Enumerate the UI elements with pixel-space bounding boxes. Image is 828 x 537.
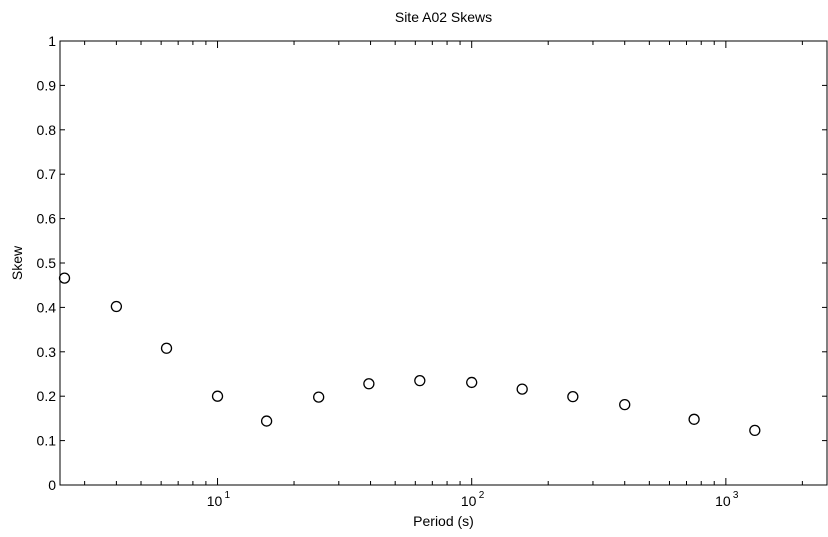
data-point	[516, 383, 528, 395]
y-tick-label: 0.2	[37, 388, 57, 404]
x-axis-ticks: 10 1 10 2 10 3	[84, 41, 803, 509]
y-tick-label: 0.3	[37, 344, 57, 360]
y-tick-label: 0.9	[37, 77, 57, 93]
x-tick-exponent: 3	[733, 490, 739, 501]
data-point	[110, 300, 123, 313]
y-axis-label: Skew	[9, 245, 25, 280]
data-point	[749, 424, 761, 437]
data-points	[58, 272, 761, 437]
data-point	[466, 376, 478, 389]
y-tick-label: 0.5	[37, 255, 57, 271]
data-point	[313, 391, 325, 403]
x-tick-label: 10	[207, 493, 223, 509]
data-point	[688, 413, 700, 425]
data-point	[363, 378, 375, 390]
data-point	[619, 398, 631, 411]
chart-title: Site A02 Skews	[395, 9, 492, 25]
y-tick-label: 0.7	[37, 166, 57, 182]
y-tick-label: 0.4	[37, 299, 57, 315]
data-point	[160, 342, 173, 354]
x-tick-exponent: 2	[479, 490, 485, 501]
y-tick-label: 1	[48, 33, 56, 49]
x-axis-label: Period (s)	[413, 513, 474, 529]
x-tick-label: 10	[461, 493, 477, 509]
data-point	[260, 415, 273, 427]
x-tick-exponent: 1	[225, 490, 231, 501]
data-point	[211, 390, 224, 402]
y-axis-ticks: 0 0.1 0.2 0.3 0.4 0.5 0.6 0.7 0.8 0.9 1	[37, 33, 827, 493]
y-tick-label: 0.1	[37, 433, 57, 449]
y-tick-label: 0.6	[37, 211, 57, 227]
data-point	[414, 375, 426, 387]
x-tick-label: 10	[715, 493, 731, 509]
plot-area-frame	[59, 40, 828, 486]
y-tick-label: 0	[48, 477, 56, 493]
data-point	[567, 390, 579, 403]
data-point	[58, 272, 71, 284]
y-tick-label: 0.8	[37, 122, 57, 138]
